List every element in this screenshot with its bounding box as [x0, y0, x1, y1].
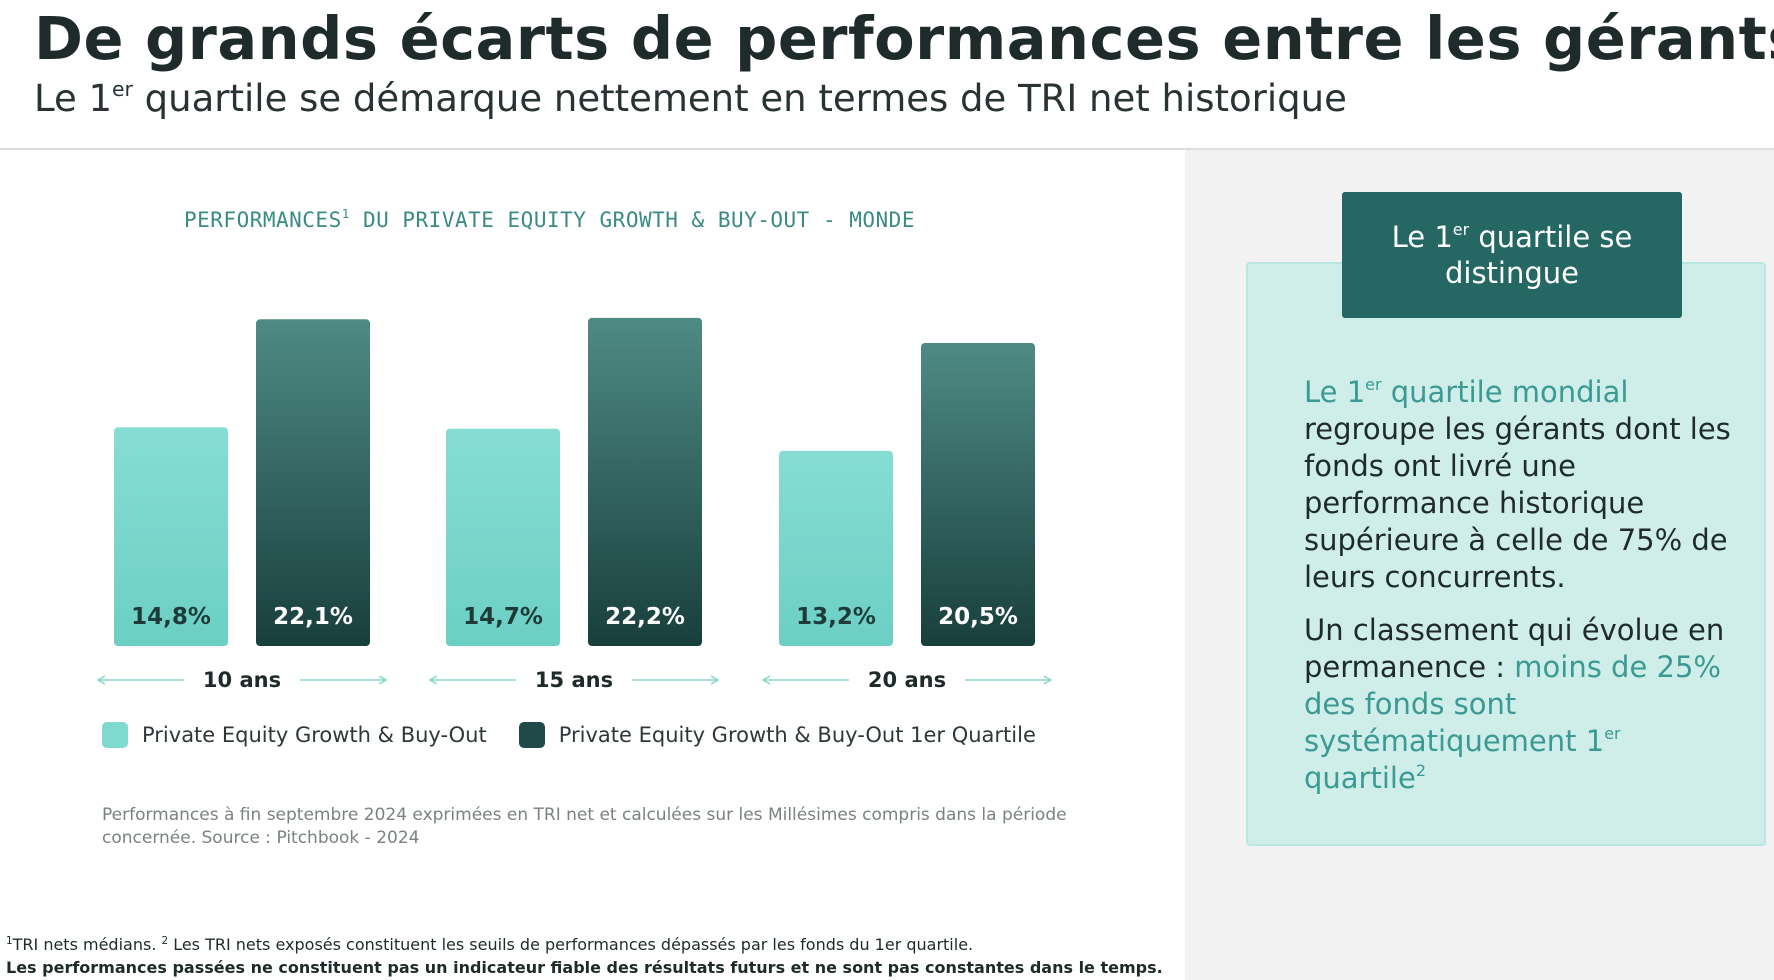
- chart-title-text-2: DU PRIVATE EQUITY GROWTH & BUY-OUT - MON…: [349, 208, 915, 232]
- subtitle-text-2: quartile se démarque nettement en termes…: [132, 77, 1347, 120]
- legend-item-quartile: Private Equity Growth & Buy-Out 1er Quar…: [518, 722, 1036, 748]
- bar-base-0: [114, 427, 228, 646]
- info-p1-accent-superscript: er: [1365, 375, 1382, 395]
- arrow-right-icon: [378, 675, 388, 685]
- arrow-right-icon: [710, 675, 720, 685]
- info-p1-accent: Le 1er quartile mondial: [1304, 375, 1628, 409]
- arrow-right-icon: [1043, 675, 1053, 685]
- info-card: [1246, 262, 1766, 846]
- header-divider: [0, 148, 1774, 150]
- info-card-title: Le 1er quartile se distingue: [1342, 219, 1682, 291]
- info-title-superscript: er: [1452, 220, 1470, 240]
- legend-label-base: Private Equity Growth & Buy-Out: [142, 723, 487, 747]
- info-title-text-1: Le 1: [1391, 220, 1453, 254]
- footnote-text-1: TRI nets médians.: [12, 935, 162, 954]
- legend-item-base: Private Equity Growth & Buy-Out: [102, 722, 487, 748]
- bar-value-label: 22,2%: [605, 604, 685, 630]
- info-title-text-2: quartile se distingue: [1444, 220, 1633, 290]
- arrow-left-icon: [761, 675, 771, 685]
- legend-swatch-base: [102, 722, 128, 748]
- bar-base-2: [779, 450, 893, 646]
- chart-legend: Private Equity Growth & Buy-Out Private …: [102, 722, 1068, 748]
- info-p2-accent-superscript: er: [1604, 724, 1621, 744]
- info-paragraph-2: Un classement qui évolue en permanence :…: [1304, 612, 1744, 797]
- info-card-header: Le 1er quartile se distingue: [1342, 192, 1682, 318]
- bar-chart: 14,8% 22,1% 10 ans 14,7% 22,2% 15 ans 13,2% 20,…: [96, 317, 1053, 692]
- category-label: 15 ans: [535, 668, 613, 692]
- footnote-mark-1: 1: [6, 934, 13, 947]
- bar-value-label: 14,8%: [131, 604, 211, 630]
- page-title: De grands écarts de performances entre l…: [34, 4, 1774, 73]
- bar-quartile-1: [588, 317, 702, 646]
- info-paragraph-1: Le 1er quartile mondial regroupe les gér…: [1304, 374, 1744, 596]
- info-p2-accent-text: moins de 25% des fonds sont systématique…: [1304, 650, 1721, 758]
- chart-title-text-1: PERFORMANCES: [184, 208, 342, 232]
- legend-label-quartile: Private Equity Growth & Buy-Out 1er Quar…: [558, 723, 1036, 747]
- subtitle-text-1: Le 1: [34, 77, 113, 120]
- footnote-line-1: 1TRI nets médians. 2 Les TRI nets exposé…: [6, 932, 973, 957]
- footnote-mark-2: 2: [161, 934, 169, 947]
- bar-quartile-2: [921, 342, 1035, 646]
- disclaimer: Les performances passées ne constituent …: [6, 958, 1163, 977]
- arrow-left-icon: [96, 675, 106, 685]
- info-p2-accent-tail: quartile: [1304, 761, 1416, 795]
- info-p2-footnote-mark: 2: [1415, 761, 1426, 781]
- info-p2-text: Un classement qui évolue en permanence :: [1304, 613, 1725, 684]
- info-p2-accent: moins de 25% des fonds sont systématique…: [1304, 650, 1721, 795]
- bar-value-label: 14,7%: [463, 604, 543, 630]
- bar-quartile-0: [256, 319, 370, 646]
- bar-value-label: 20,5%: [938, 604, 1018, 630]
- subtitle-superscript: er: [112, 76, 133, 101]
- info-p1-accent-text-1: Le 1: [1304, 375, 1366, 409]
- chart-title: PERFORMANCES1 DU PRIVATE EQUITY GROWTH &…: [184, 206, 974, 232]
- info-p1-accent-text-2: quartile mondial: [1381, 375, 1629, 409]
- bar-value-label: 22,1%: [273, 604, 353, 630]
- category-label: 10 ans: [203, 668, 281, 692]
- category-label: 20 ans: [868, 668, 946, 692]
- legend-swatch-quartile: [518, 722, 545, 748]
- chart-title-footnote-mark: 1: [341, 206, 350, 222]
- info-card-body: Le 1er quartile mondial regroupe les gér…: [1304, 374, 1744, 813]
- chart-source-note: Performances à fin septembre 2024 exprim…: [102, 805, 1067, 848]
- page-subtitle: Le 1er quartile se démarque nettement en…: [34, 77, 1347, 120]
- arrow-left-icon: [428, 675, 438, 685]
- bar-base-1: [446, 428, 560, 646]
- footnote-text-2: Les TRI nets exposés constituent les seu…: [168, 935, 974, 954]
- info-p1-text: regroupe les gérants dont les fonds ont …: [1304, 412, 1731, 594]
- bar-value-label: 13,2%: [796, 604, 876, 630]
